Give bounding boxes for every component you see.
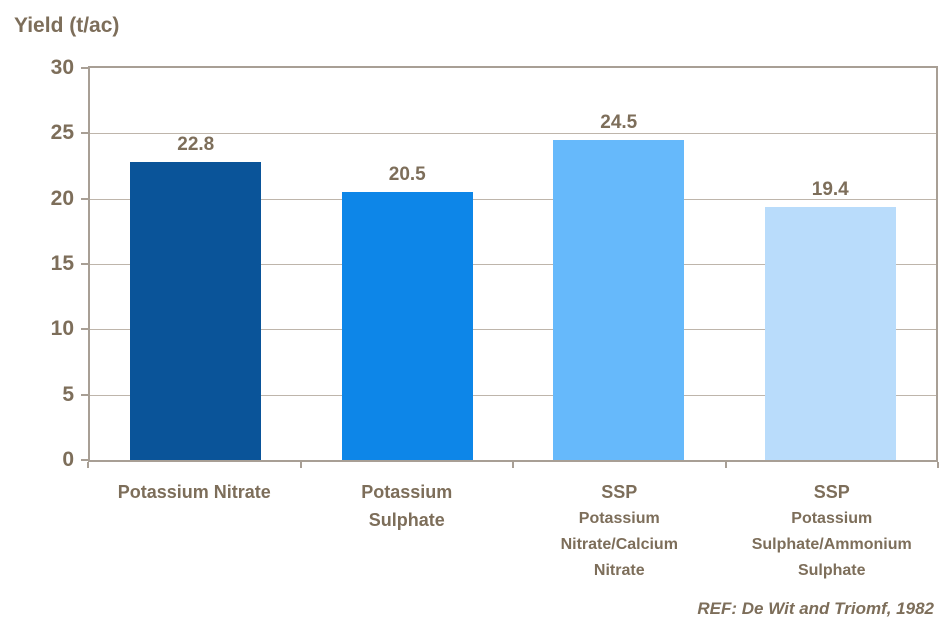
bar-value-label: 19.4 [811,178,849,200]
bar-series: 22.8 20.5 24.5 19.4 [90,68,936,460]
bar-potassium-nitrate [130,162,262,460]
y-axis-tick-label: 15 [50,252,74,275]
x-axis-tick [512,462,514,468]
gridline [90,198,936,200]
bar-column-potassium-nitrate: 22.8 [90,68,302,460]
y-axis-tick [81,328,88,331]
category-label-potassium-sulphate: Potassium Sulphate [361,482,453,530]
bar-column-ssp-nitrate: 24.5 [513,68,725,460]
category-label-potassium-nitrate: Potassium Nitrate [117,482,271,502]
bar-column-ssp-sulphate: 19.4 [725,68,937,460]
y-axis-tick [81,132,88,135]
plot-area: 22.8 20.5 24.5 19.4 [88,66,938,462]
bar-ssp-potassium-sulphate-ammonium-sulphate [764,206,896,460]
gridline [90,394,936,396]
y-axis-tick-label: 0 [62,448,74,471]
bar-value-label: 22.8 [177,134,215,156]
bar-value-label: 20.5 [388,164,426,186]
y-axis-tick [81,393,88,396]
y-axis-tick [81,263,88,265]
y-axis-tick-label: 30 [50,56,74,79]
y-axis-title: Yield (t/ac) [14,14,120,37]
bar-potassium-sulphate [341,192,473,460]
bar-ssp-potassium-nitrate-calcium-nitrate [553,139,685,460]
bar-value-label: 24.5 [600,111,638,133]
y-axis-tick-label: 20 [50,186,74,210]
gridline [90,264,936,265]
y-axis-tick-label: 10 [50,317,74,341]
gridline [90,329,936,331]
x-axis-tick [299,462,302,468]
category-label-ssp-nitrate: SSP Potassium Nitrate/Calcium Nitrate [560,482,678,579]
x-axis-tick [724,462,727,468]
bar-column-potassium-sulphate: 20.5 [302,68,514,460]
category-label-ssp-sulphate: SSP Potassium Sulphate/Ammonium Sulphate [751,482,912,579]
y-axis-tick [81,459,88,461]
y-axis-tick-label: 25 [50,121,74,145]
reference-note: REF: De Wit and Triomf, 1982 [697,599,934,618]
y-axis-tick-label: 5 [62,382,74,406]
y-axis-tick [81,197,88,200]
x-axis-tick [937,462,939,468]
x-axis-tick [87,462,89,468]
y-axis-tick [81,67,88,69]
gridline [90,133,936,135]
x-axis-labels: Potassium Nitrate Potassium Sulphate SSP… [88,478,938,584]
